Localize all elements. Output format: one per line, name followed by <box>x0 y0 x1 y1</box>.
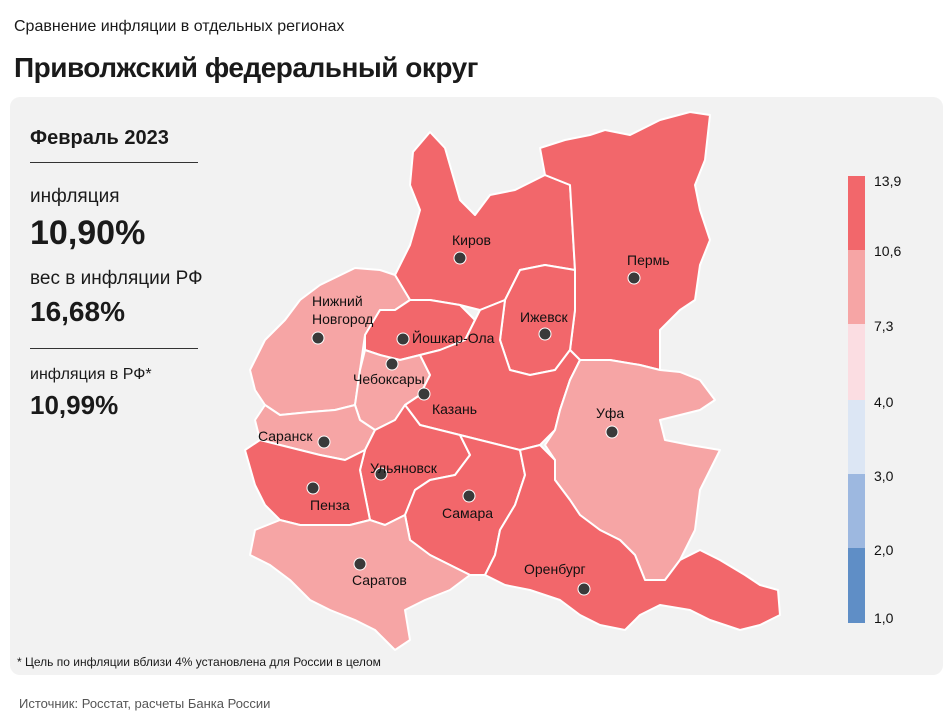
city-label-saratov: Саратов <box>352 572 407 588</box>
legend-tick-5: 3,0 <box>874 468 894 484</box>
city-label-yoshkar: Йошкар-Ола <box>412 329 495 346</box>
legend-swatch-6 <box>848 548 865 623</box>
period-label: Февраль 2023 <box>30 127 198 150</box>
city-dot-saratov <box>353 557 367 571</box>
source-note: Источник: Росстат, расчеты Банка России <box>19 696 271 711</box>
city-label-ufa: Уфа <box>596 405 624 421</box>
footnote: * Цель по инфляции вблизи 4% установлена… <box>17 655 381 669</box>
city-label-izhevsk: Ижевск <box>520 309 568 325</box>
city-label-perm: Пермь <box>627 252 670 268</box>
divider-bottom <box>30 348 198 349</box>
legend-tick-3: 7,3 <box>874 318 894 334</box>
legend-swatch-2 <box>848 250 865 324</box>
city-label-orenburg: Оренбург <box>524 561 586 577</box>
period-text: Февраль 2023 <box>30 127 169 149</box>
inflation-value: 10,90% <box>30 214 146 252</box>
city-label-kazan: Казань <box>432 401 477 417</box>
legend: 13,9 10,6 7,3 4,0 3,0 2,0 1,0 <box>848 173 901 626</box>
city-dot-izhevsk <box>538 327 552 341</box>
rf-inflation-label: инфляция в РФ* <box>30 366 152 383</box>
rf-inflation-value: 10,99% <box>30 390 119 420</box>
city-dot-kazan <box>417 387 431 401</box>
legend-tick-2: 10,6 <box>874 243 901 259</box>
city-dot-orenburg <box>577 582 591 596</box>
city-label-nn-1: Нижний <box>312 293 363 309</box>
city-label-ulyan: Ульяновск <box>370 460 438 476</box>
divider-top <box>30 162 198 163</box>
city-dot-samara <box>462 489 476 503</box>
weight-label: вес в инфляции РФ <box>30 268 203 289</box>
city-label-kirov: Киров <box>452 232 491 248</box>
city-dot-ulyan <box>374 467 388 481</box>
city-label-saransk: Саранск <box>258 428 313 444</box>
city-dot-yoshkar <box>396 332 410 346</box>
city-label-nn-2: Новгород <box>312 311 373 327</box>
city-dot-saransk <box>317 435 331 449</box>
region-saratov[interactable] <box>249 514 471 651</box>
city-dot-cheb <box>385 357 399 371</box>
legend-tick-6: 2,0 <box>874 542 894 558</box>
city-labels: Киров Пермь Нижний Новгород Йошкар-Ола И… <box>258 232 670 588</box>
city-dot-kirov <box>453 251 467 265</box>
city-dot-nn <box>311 331 325 345</box>
city-markers <box>306 251 641 596</box>
weight-value: 16,68% <box>30 296 125 327</box>
legend-swatch-5 <box>848 474 865 548</box>
page-title: Приволжский федеральный округ <box>14 52 478 83</box>
inflation-label: инфляция <box>30 186 120 207</box>
region-orenburg[interactable] <box>484 444 781 631</box>
city-label-samara: Самара <box>442 505 493 521</box>
city-dot-perm <box>627 271 641 285</box>
legend-tick-1: 13,9 <box>874 173 901 189</box>
legend-swatch-1 <box>848 176 865 250</box>
city-dot-ufa <box>605 425 619 439</box>
city-label-penza: Пенза <box>310 497 350 513</box>
legend-tick-4: 4,0 <box>874 394 894 410</box>
city-label-cheb: Чебоксары <box>353 371 425 387</box>
legend-swatch-3 <box>848 324 865 400</box>
region-penza[interactable] <box>244 439 371 526</box>
legend-tick-7: 1,0 <box>874 610 894 626</box>
subtitle: Сравнение инфляции в отдельных регионах <box>14 18 345 35</box>
city-dot-penza <box>306 481 320 495</box>
legend-swatch-4 <box>848 400 865 474</box>
